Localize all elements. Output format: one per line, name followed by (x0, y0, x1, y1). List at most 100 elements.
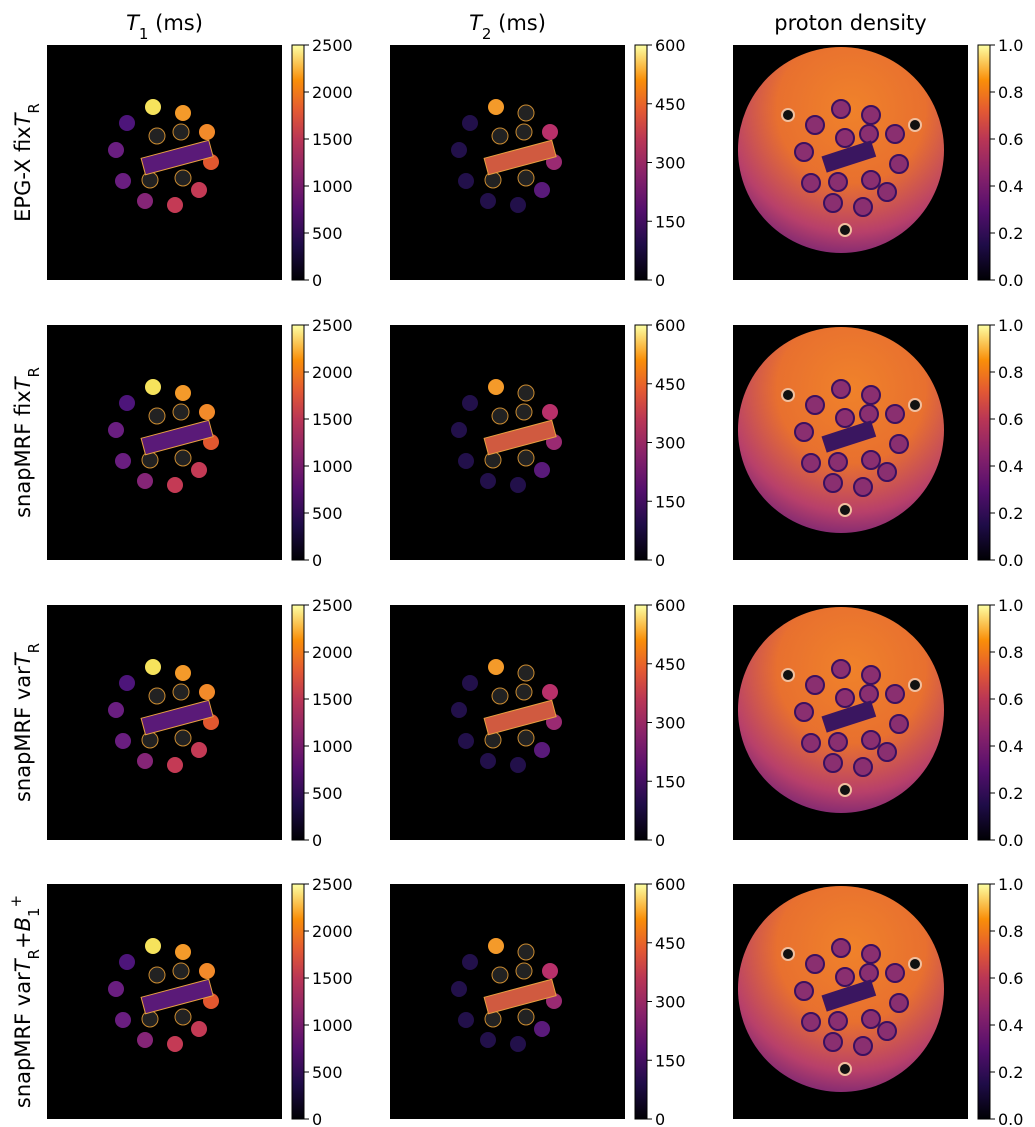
phantom-vial (108, 142, 124, 158)
phantom-vial (518, 730, 534, 746)
phantom-vial (836, 409, 854, 427)
phantom-vial (119, 675, 135, 691)
text-part: B (11, 917, 35, 931)
phantom-vial (802, 174, 820, 192)
phantom-vial (886, 685, 904, 703)
phantom-vial (175, 730, 191, 746)
colorbar-tick-label: 450 (655, 375, 686, 394)
text-part: 1 (25, 907, 43, 917)
phantom-vial (854, 758, 872, 776)
phantom-vial (802, 734, 820, 752)
phantom-vial (854, 198, 872, 216)
phantom-disc (738, 886, 944, 1092)
colorbar-tick-label: 2500 (312, 875, 353, 894)
phantom-vial (149, 128, 165, 144)
phantom-vial (862, 945, 880, 963)
colorbar-tick-label: 0 (655, 831, 665, 850)
colorbar-tick-label: 2000 (312, 643, 353, 662)
phantom-vial (860, 405, 878, 423)
phantom-marker (839, 504, 851, 516)
colorbar-tick-label: 2000 (312, 922, 353, 941)
phantom-vial (175, 170, 191, 186)
phantom-vial (829, 733, 847, 751)
phantom-vial (137, 1032, 153, 1048)
phantom-vial (890, 435, 908, 453)
phantom-vial (824, 1033, 842, 1051)
colorbar (978, 605, 990, 840)
phantom-vial (149, 967, 165, 983)
phantom-vial (542, 404, 558, 420)
colorbar-tick-label: 2500 (312, 36, 353, 55)
phantom-marker (909, 399, 921, 411)
row-label: EPG-X fixTR (11, 103, 43, 222)
phantom-vial (458, 173, 474, 189)
phantom-vial (199, 963, 215, 979)
phantom-vial (175, 665, 191, 681)
phantom-vial (542, 963, 558, 979)
phantom-vial (795, 423, 813, 441)
phantom-vial (485, 172, 501, 188)
colorbar-tick-label: 150 (655, 1051, 686, 1070)
phantom-vial (492, 688, 508, 704)
phantom-vial (492, 967, 508, 983)
phantom-vial (824, 194, 842, 212)
phantom-vial (191, 182, 207, 198)
colorbar-tick-label: 450 (655, 655, 686, 674)
phantom-vial (485, 452, 501, 468)
phantom-vial (862, 386, 880, 404)
phantom-vial (488, 379, 504, 395)
phantom-vial (534, 742, 550, 758)
phantom-vial (108, 422, 124, 438)
phantom-vial (145, 659, 161, 675)
phantom-vial (890, 994, 908, 1012)
colorbar-tick-label: 500 (312, 784, 343, 803)
colorbar-tick-label: 1.0 (998, 875, 1023, 894)
phantom-vial (462, 395, 478, 411)
phantom-vial (451, 981, 467, 997)
text-part: R (25, 949, 43, 959)
colorbar-tick-label: 300 (655, 714, 686, 733)
phantom-vial (795, 982, 813, 1000)
figure: T1 (ms)050010001500200025000500100015002… (0, 0, 1035, 1127)
colorbar-tick-label: 0 (655, 1110, 665, 1127)
phantom-vial (167, 1036, 183, 1052)
phantom-vial (518, 385, 534, 401)
colorbar-tick-label: 1.0 (998, 596, 1023, 615)
phantom-vial (142, 452, 158, 468)
colorbar-tick-label: 0.6 (998, 410, 1023, 429)
phantom-vial (886, 125, 904, 143)
phantom-vial (802, 1013, 820, 1031)
phantom-vial (806, 955, 824, 973)
column-title: proton density (774, 11, 926, 35)
colorbar-tick-label: 1000 (312, 457, 353, 476)
phantom-vial (862, 451, 880, 469)
colorbar-tick-label: 0 (312, 271, 322, 290)
phantom-marker (782, 669, 794, 681)
colorbar (292, 45, 304, 280)
colorbar-tick-label: 0.8 (998, 643, 1023, 662)
colorbar-tick-label: 0.2 (998, 224, 1023, 243)
phantom-vial (854, 478, 872, 496)
phantom-vial (518, 170, 534, 186)
colorbar-tick-label: 0.4 (998, 177, 1023, 196)
colorbar-tick-label: 300 (655, 434, 686, 453)
phantom-vial (191, 1021, 207, 1037)
colorbar-tick-label: 2500 (312, 596, 353, 615)
colorbar-tick-label: 0.6 (998, 130, 1023, 149)
colorbar-tick-label: 1000 (312, 1016, 353, 1035)
colorbar-tick-label: 600 (655, 316, 686, 335)
phantom-vial (492, 128, 508, 144)
colorbar-tick-label: 0.2 (998, 504, 1023, 523)
phantom-vial (518, 1009, 534, 1025)
phantom-vial (518, 944, 534, 960)
phantom-vial (462, 954, 478, 970)
phantom-vial (142, 732, 158, 748)
phantom-vial (832, 660, 850, 678)
colorbar (978, 45, 990, 280)
phantom-vial (890, 715, 908, 733)
phantom-vial (173, 963, 189, 979)
phantom-vial (802, 454, 820, 472)
phantom-disc (738, 327, 944, 533)
colorbar-tick-label: 0 (312, 831, 322, 850)
colorbar-tick-label: 150 (655, 212, 686, 231)
